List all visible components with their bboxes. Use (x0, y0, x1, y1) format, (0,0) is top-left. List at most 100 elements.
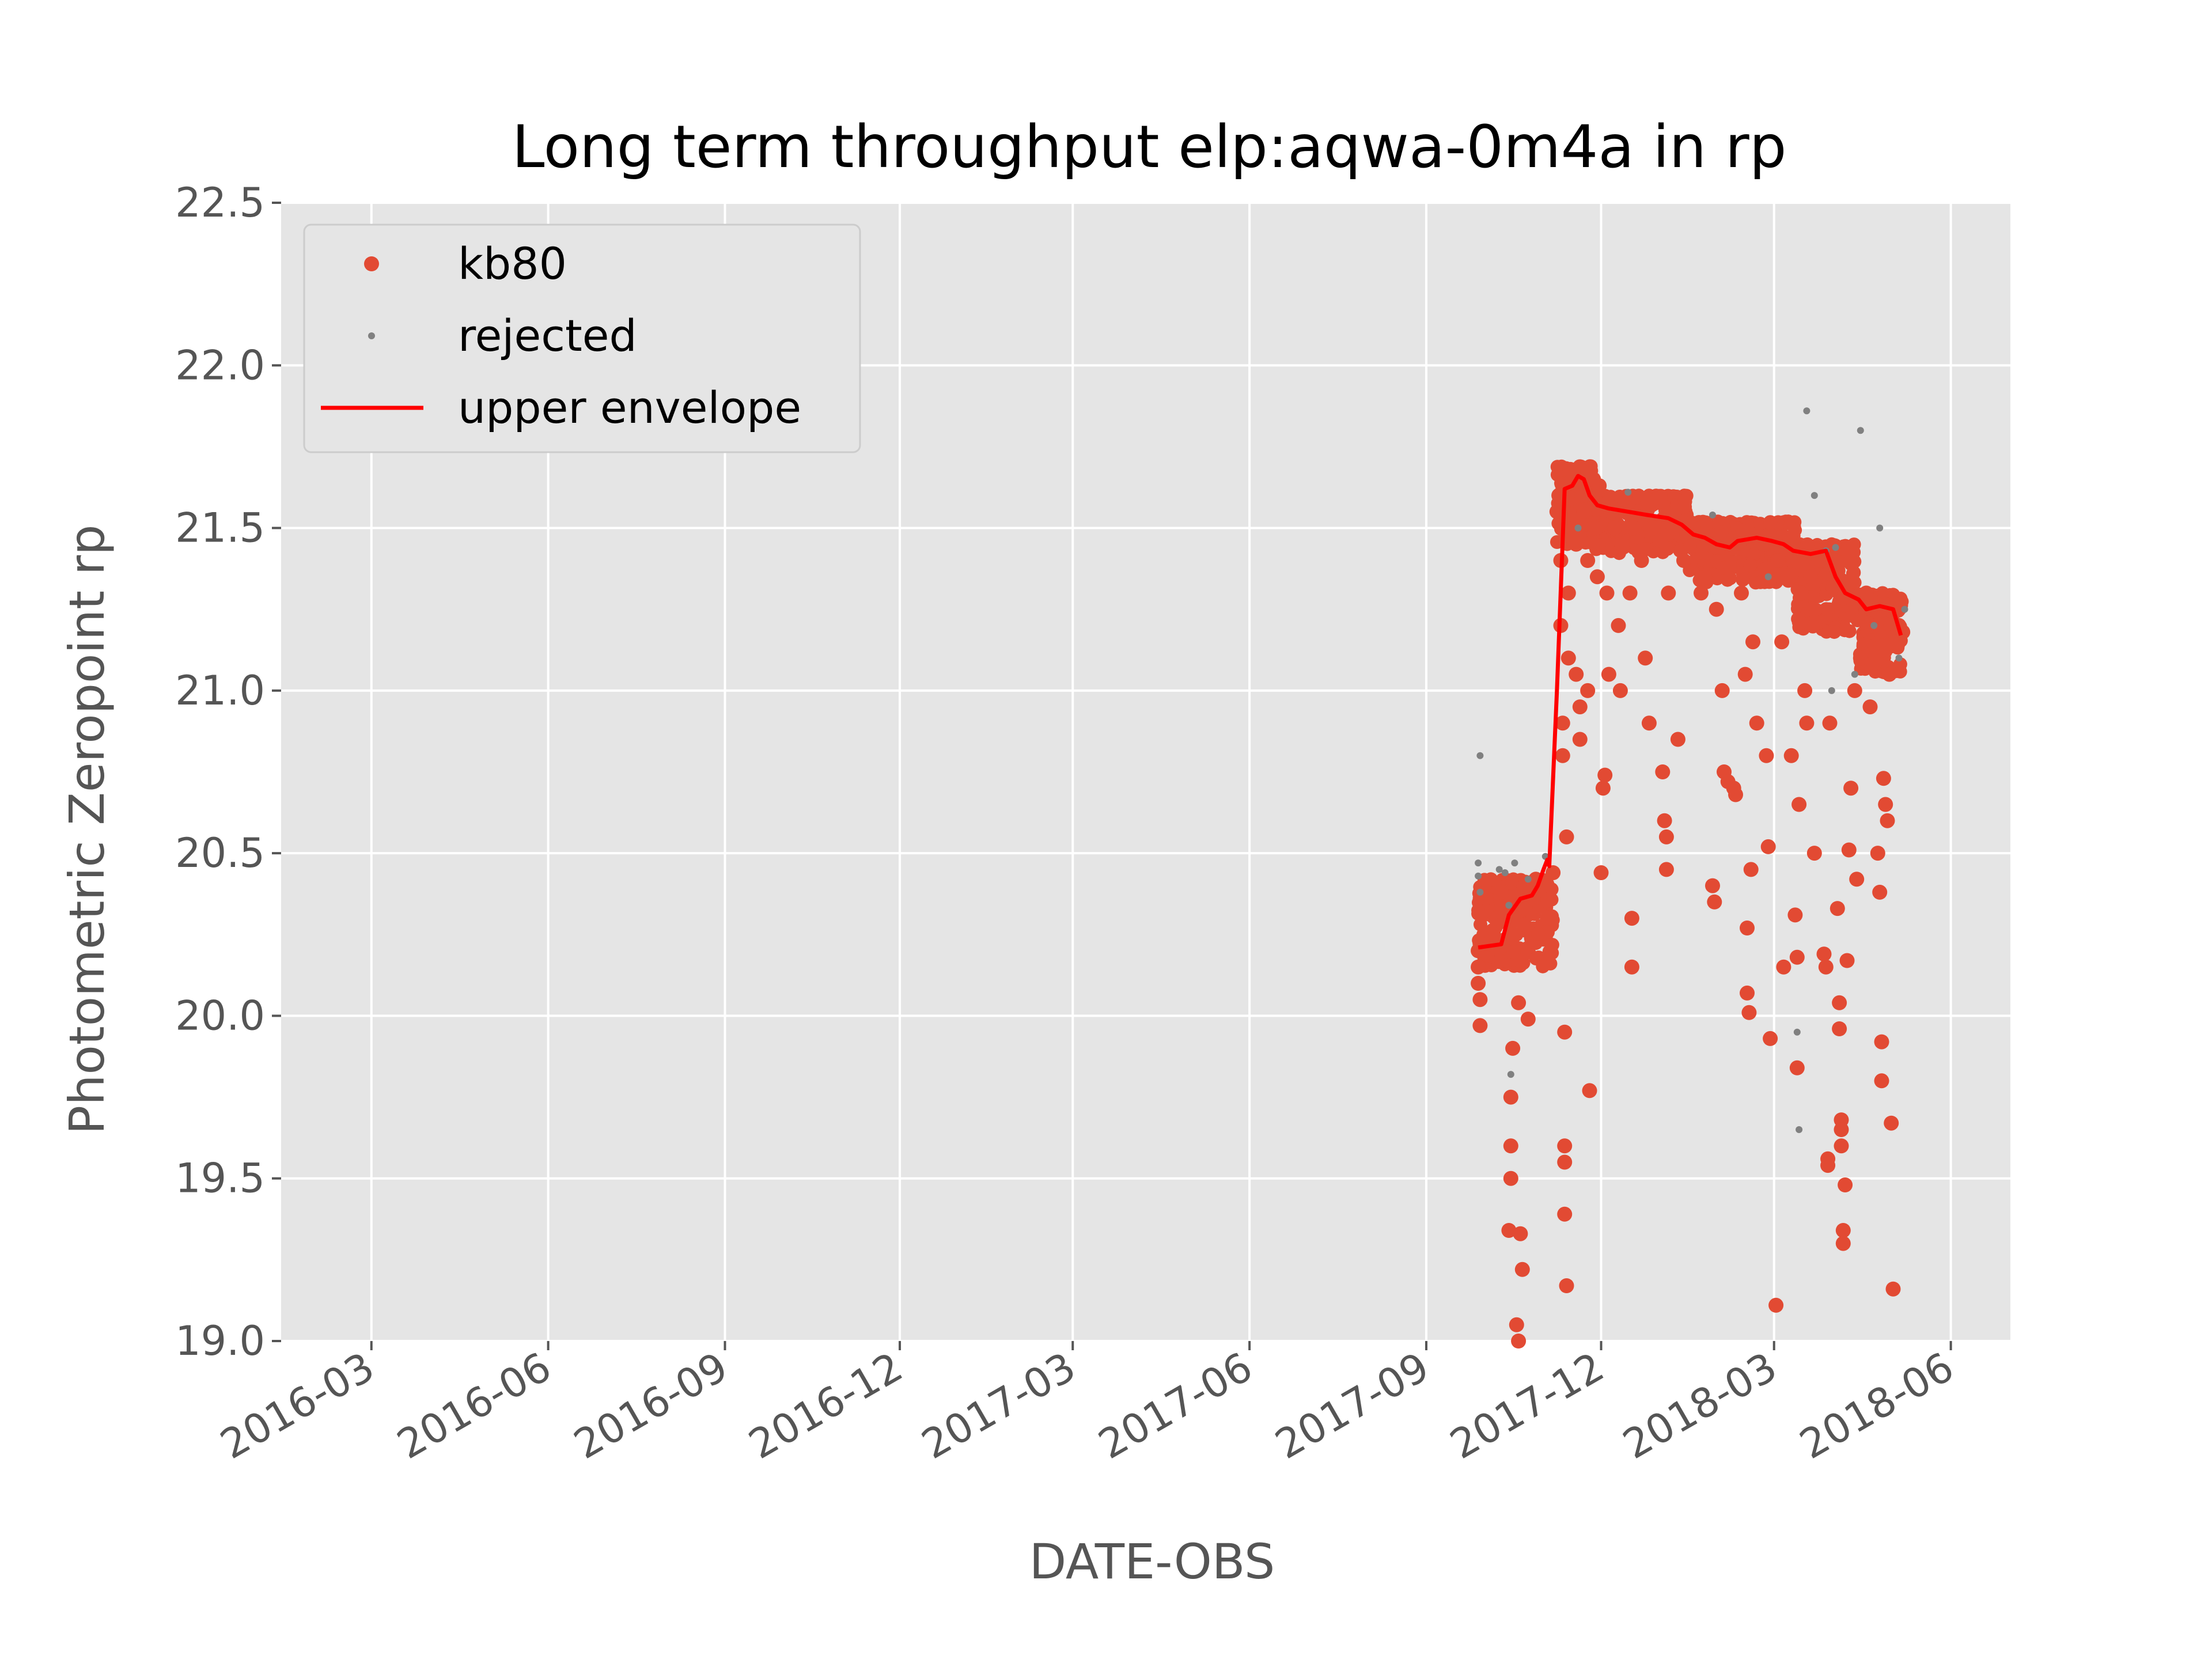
kb80-cluster-point (1654, 491, 1668, 505)
kb80-cluster-point (1592, 538, 1606, 552)
kb80-cluster-point (1847, 566, 1861, 579)
kb80-cluster-point (1757, 562, 1771, 577)
kb80-point (1574, 488, 1590, 503)
rejected-point (1709, 512, 1716, 518)
kb80-point (1832, 1021, 1847, 1036)
kb80-point (1803, 569, 1819, 585)
kb80-point (1749, 715, 1764, 731)
kb80-cluster-point (1850, 613, 1865, 627)
kb80-point (1885, 1281, 1901, 1297)
kb80-cluster-point (1518, 902, 1533, 916)
kb80-point (1549, 504, 1565, 520)
kb80-point (1641, 715, 1657, 731)
rejected-point (1476, 888, 1484, 896)
kb80-point (1592, 478, 1607, 494)
kb80-point (1546, 865, 1561, 880)
kb80-point (1569, 536, 1584, 552)
y-axis-label: Photometric Zeropoint rp (59, 525, 115, 1135)
rejected-point (1803, 407, 1810, 415)
kb80-point (1734, 585, 1749, 601)
kb80-point (1835, 1223, 1851, 1238)
y-tick-label: 20.5 (175, 830, 265, 877)
kb80-point (1832, 995, 1847, 1010)
y-tick-label: 21.0 (175, 667, 265, 714)
kb80-point (1874, 1034, 1889, 1050)
y-tick-label: 22.5 (175, 179, 265, 226)
kb80-point (1624, 911, 1639, 926)
kb80-cluster-point (1806, 619, 1820, 634)
legend-label-upper-envelope: upper envelope (458, 382, 801, 433)
kb80-cluster-point (1723, 571, 1737, 585)
kb80-point (1612, 683, 1628, 698)
legend: kb80 rejected upper envelope (303, 224, 861, 453)
y-tick-label: 22.0 (175, 342, 265, 389)
kb80-point (1588, 520, 1603, 536)
rejected-point (1475, 859, 1482, 867)
rejected-point (1895, 654, 1903, 662)
kb80-point (1593, 865, 1609, 880)
kb80-cluster-point (1820, 602, 1835, 616)
kb80-point (1611, 618, 1626, 633)
kb80-point (1589, 569, 1605, 585)
kb80-point (1838, 1177, 1853, 1192)
kb80-point (1599, 585, 1615, 601)
kb80-point (1818, 959, 1834, 975)
kb80-cluster-point (1683, 540, 1697, 554)
kb80-point (1472, 992, 1488, 1007)
kb80-point (1559, 829, 1574, 844)
kb80-point (1847, 683, 1862, 698)
kb80-cluster-point (1638, 542, 1653, 556)
kb80-point (1741, 1005, 1757, 1020)
rejected-point (1764, 573, 1772, 581)
y-tick-label: 20.0 (175, 992, 265, 1039)
rejected-point (1495, 866, 1503, 873)
kb80-point (1783, 748, 1799, 763)
kb80-point (1841, 842, 1857, 858)
kb80-point (1560, 585, 1576, 601)
kb80-point (1760, 839, 1776, 854)
kb80-point (1806, 846, 1822, 861)
kb80-point (1853, 650, 1868, 666)
kb80-cluster-point (1545, 938, 1559, 952)
kb80-cluster-point (1714, 525, 1729, 540)
kb80-point (1793, 585, 1809, 601)
kb80-point (1569, 666, 1584, 682)
kb80-point (1505, 1040, 1521, 1056)
legend-label-rejected: rejected (458, 310, 637, 361)
kb80-point (1759, 748, 1774, 763)
kb80-cluster-point (1781, 516, 1795, 530)
kb80-point (1658, 862, 1674, 877)
kb80-point (1799, 715, 1815, 731)
kb80-point (1572, 732, 1588, 747)
kb80-point (1494, 884, 1509, 900)
kb80-cluster-point (1743, 558, 1758, 573)
kb80-point (1834, 1138, 1849, 1154)
rejected-point (1501, 869, 1509, 876)
kb80-point (1858, 585, 1874, 601)
kb80-cluster-point (1763, 515, 1778, 529)
kb80-point (1520, 1012, 1536, 1027)
kb80-cluster-point (1820, 566, 1834, 581)
kb80-point (1580, 553, 1596, 568)
kb80-point (1791, 797, 1807, 812)
kb80-cluster-point (1698, 570, 1713, 584)
kb80-point (1513, 1226, 1528, 1241)
kb80-point (1740, 921, 1755, 935)
kb80-point (1770, 553, 1786, 568)
rejected-point (1476, 752, 1484, 759)
kb80-cluster-point (1753, 575, 1768, 589)
kb80-point (1503, 1138, 1518, 1154)
kb80-point (1740, 985, 1755, 1001)
kb80-cluster-point (1716, 561, 1730, 575)
kb80-point (1872, 884, 1888, 900)
rejected-point (1511, 859, 1518, 867)
kb80-point (1595, 781, 1611, 796)
y-tick-label: 19.0 (175, 1317, 265, 1365)
kb80-point (1555, 715, 1570, 731)
kb80-point (1559, 1278, 1574, 1293)
kb80-point (1622, 585, 1638, 601)
chart-title: Long term throughput elp:aqwa-0m4a in rp (512, 113, 1787, 181)
kb80-point (1557, 1138, 1573, 1154)
kb80-point (1658, 829, 1674, 844)
rejected-point (1876, 524, 1884, 532)
